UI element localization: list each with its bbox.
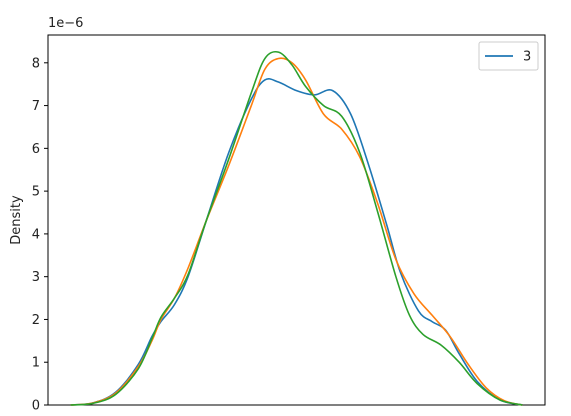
legend: 3 — [478, 41, 539, 71]
series-line-3 — [70, 50, 523, 406]
y-tick-label: 5 — [32, 185, 40, 200]
y-tick-label: 1 — [32, 356, 40, 371]
y-tick-label: 0 — [32, 399, 40, 414]
y-tick-label: 2 — [32, 313, 40, 328]
series-lines — [70, 50, 523, 406]
series-line-1 — [70, 77, 523, 406]
plot-area — [47, 34, 546, 406]
series-line-2 — [70, 57, 523, 406]
y-tick-label: 4 — [32, 227, 40, 242]
legend-label: 3 — [523, 50, 531, 65]
y-tick-label: 3 — [32, 270, 40, 285]
y-tick-label: 8 — [32, 56, 40, 71]
y-tick-label: 6 — [32, 142, 40, 157]
y-tick-label: 7 — [32, 99, 40, 114]
y-offset-label: 1e−6 — [48, 16, 83, 31]
y-axis: 0 1 2 3 4 5 6 7 8 — [32, 56, 48, 414]
y-axis-label: Density — [9, 195, 24, 245]
